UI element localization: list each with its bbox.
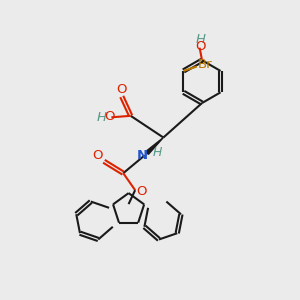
Text: Br: Br	[198, 58, 212, 71]
Text: O: O	[195, 40, 206, 53]
Text: N: N	[137, 149, 148, 162]
Polygon shape	[146, 137, 164, 154]
Text: H: H	[195, 33, 205, 46]
Text: O: O	[116, 83, 127, 97]
Text: O: O	[92, 149, 103, 162]
Text: H: H	[97, 111, 107, 124]
Text: O: O	[136, 185, 146, 198]
Text: H: H	[152, 146, 162, 160]
Text: O: O	[105, 110, 115, 123]
